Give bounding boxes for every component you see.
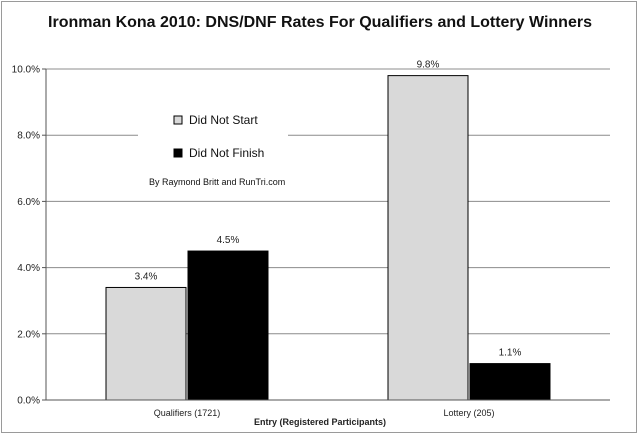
y-tick-label: 8.0% — [17, 131, 40, 142]
legend-swatch — [173, 115, 183, 125]
bar-did-not-start — [387, 75, 469, 401]
bar-did-not-finish — [469, 363, 551, 401]
x-axis-title: Entry (Registered Participants) — [254, 417, 386, 427]
y-tick-label: 0.0% — [17, 396, 40, 407]
bar-layer: 3.4% 4.5% 9.8% 1.1% — [105, 60, 551, 401]
legend: Did Not Start Did Not Finish — [138, 104, 288, 162]
chart-title: Ironman Kona 2010: DNS/DNF Rates For Qua… — [48, 14, 592, 31]
credit-annotation: By Raymond Britt and RunTri.com — [149, 177, 285, 187]
legend-label: Did Not Finish — [189, 146, 264, 160]
x-category-label: Qualifiers (1721) — [154, 408, 221, 418]
bar-data-label: 4.5% — [217, 235, 240, 246]
bar-data-label: 3.4% — [135, 271, 158, 282]
bar-did-not-finish — [187, 250, 269, 401]
legend-label: Did Not Start — [189, 113, 258, 127]
y-tick-label: 10.0% — [12, 65, 40, 76]
y-tick-label: 6.0% — [17, 197, 40, 208]
bar-data-label: 1.1% — [499, 348, 522, 359]
legend-swatch — [173, 148, 183, 158]
bar-data-label: 9.8% — [417, 60, 440, 71]
y-tick-label: 4.0% — [17, 263, 40, 274]
axis-layer: 0.0% 2.0% 4.0% 6.0% 8.0% 10.0% Qualifiers (172… — [12, 65, 610, 418]
y-tick-label: 2.0% — [17, 329, 40, 340]
x-category-label: Lottery (205) — [443, 408, 494, 418]
bar-did-not-start — [105, 286, 187, 401]
legend-background — [138, 104, 288, 162]
